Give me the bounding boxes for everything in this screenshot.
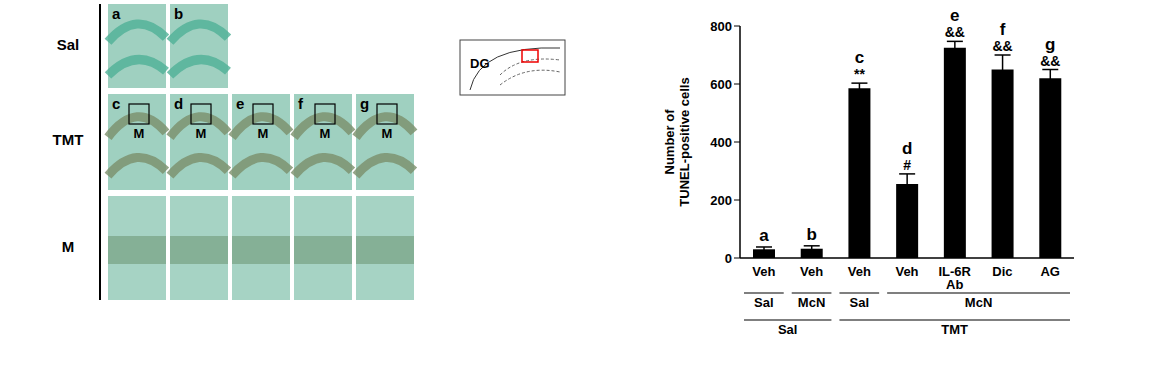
svg-text:&&: && <box>1040 53 1060 69</box>
svg-text:200: 200 <box>710 193 732 208</box>
svg-text:Veh: Veh <box>848 264 871 279</box>
svg-text:M: M <box>134 126 145 141</box>
svg-text:d: d <box>902 139 912 158</box>
svg-text:Sal: Sal <box>57 36 80 53</box>
svg-text:Sal: Sal <box>778 322 798 337</box>
svg-text:M: M <box>320 126 331 141</box>
svg-text:a: a <box>759 226 769 245</box>
svg-text:DG: DG <box>470 56 490 71</box>
svg-text:M: M <box>258 126 269 141</box>
svg-text:Dic: Dic <box>992 264 1012 279</box>
svg-text:Sal: Sal <box>850 295 870 310</box>
svg-text:Veh: Veh <box>800 264 823 279</box>
svg-text:c: c <box>112 95 120 112</box>
svg-text:c: c <box>855 48 864 67</box>
svg-text:f: f <box>1000 20 1006 39</box>
svg-text:Veh: Veh <box>895 264 918 279</box>
svg-text:**: ** <box>854 66 865 82</box>
svg-text:400: 400 <box>710 135 732 150</box>
svg-text:AG: AG <box>1040 264 1060 279</box>
svg-text:Sal: Sal <box>754 295 774 310</box>
svg-text:#: # <box>903 157 911 173</box>
svg-text:TUNEL-positive cells: TUNEL-positive cells <box>677 77 692 206</box>
svg-text:0: 0 <box>725 251 732 266</box>
svg-text:Number of: Number of <box>662 109 677 175</box>
svg-text:&&: && <box>945 24 965 40</box>
svg-text:IL-6R: IL-6R <box>938 264 971 279</box>
svg-text:TMT: TMT <box>941 322 968 337</box>
svg-text:M: M <box>62 238 75 255</box>
svg-text:e: e <box>950 6 959 25</box>
svg-text:a: a <box>112 5 121 22</box>
svg-text:f: f <box>298 95 304 112</box>
svg-text:800: 800 <box>710 19 732 34</box>
svg-text:M: M <box>196 126 207 141</box>
svg-text:Ab: Ab <box>946 277 963 292</box>
svg-text:&&: && <box>992 38 1012 54</box>
svg-text:M: M <box>382 126 393 141</box>
svg-text:McN: McN <box>798 295 825 310</box>
svg-text:TMT: TMT <box>53 131 84 148</box>
svg-text:600: 600 <box>710 77 732 92</box>
svg-text:g: g <box>1045 35 1055 54</box>
svg-text:e: e <box>236 95 244 112</box>
svg-text:d: d <box>174 95 183 112</box>
svg-text:McN: McN <box>965 295 992 310</box>
svg-text:b: b <box>174 5 183 22</box>
svg-text:Veh: Veh <box>752 264 775 279</box>
svg-text:b: b <box>807 225 817 244</box>
svg-text:g: g <box>360 95 369 112</box>
